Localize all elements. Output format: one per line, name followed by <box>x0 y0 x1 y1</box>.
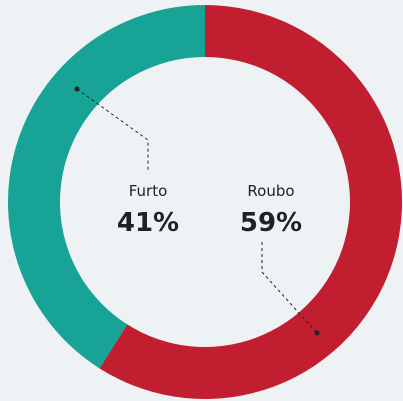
value-label: 41% <box>117 208 179 238</box>
category-label: Roubo <box>247 182 294 200</box>
leader-line <box>76 88 149 172</box>
category-label: Furto <box>129 182 168 200</box>
leader-line <box>261 242 318 334</box>
value-label: 59% <box>240 208 302 238</box>
leader-dot <box>74 86 80 92</box>
slices <box>7 5 402 399</box>
leader-dot <box>314 330 320 336</box>
slice <box>99 5 402 399</box>
slice <box>7 5 205 369</box>
